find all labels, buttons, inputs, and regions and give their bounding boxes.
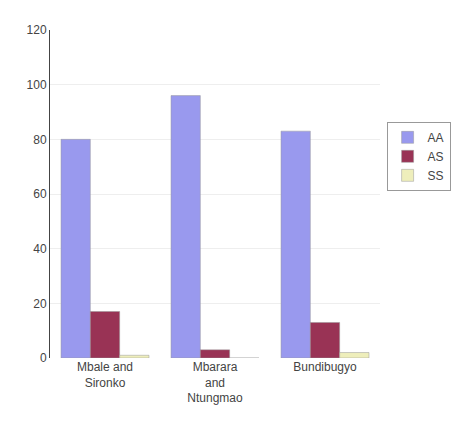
svg-text:SS: SS xyxy=(428,169,444,183)
svg-text:20: 20 xyxy=(33,297,47,311)
svg-text:60: 60 xyxy=(33,187,47,201)
svg-text:MbararaandNtungmao: MbararaandNtungmao xyxy=(187,360,243,405)
svg-text:0: 0 xyxy=(40,351,47,365)
svg-text:AS: AS xyxy=(428,150,444,164)
svg-text:80: 80 xyxy=(33,133,47,147)
svg-text:120: 120 xyxy=(27,23,47,37)
svg-text:Bundibugyo: Bundibugyo xyxy=(293,360,357,374)
svg-text:AA: AA xyxy=(428,131,444,145)
svg-text:40: 40 xyxy=(33,242,47,256)
svg-text:Mbale andSironko: Mbale andSironko xyxy=(77,360,133,390)
svg-text:100: 100 xyxy=(27,78,47,92)
